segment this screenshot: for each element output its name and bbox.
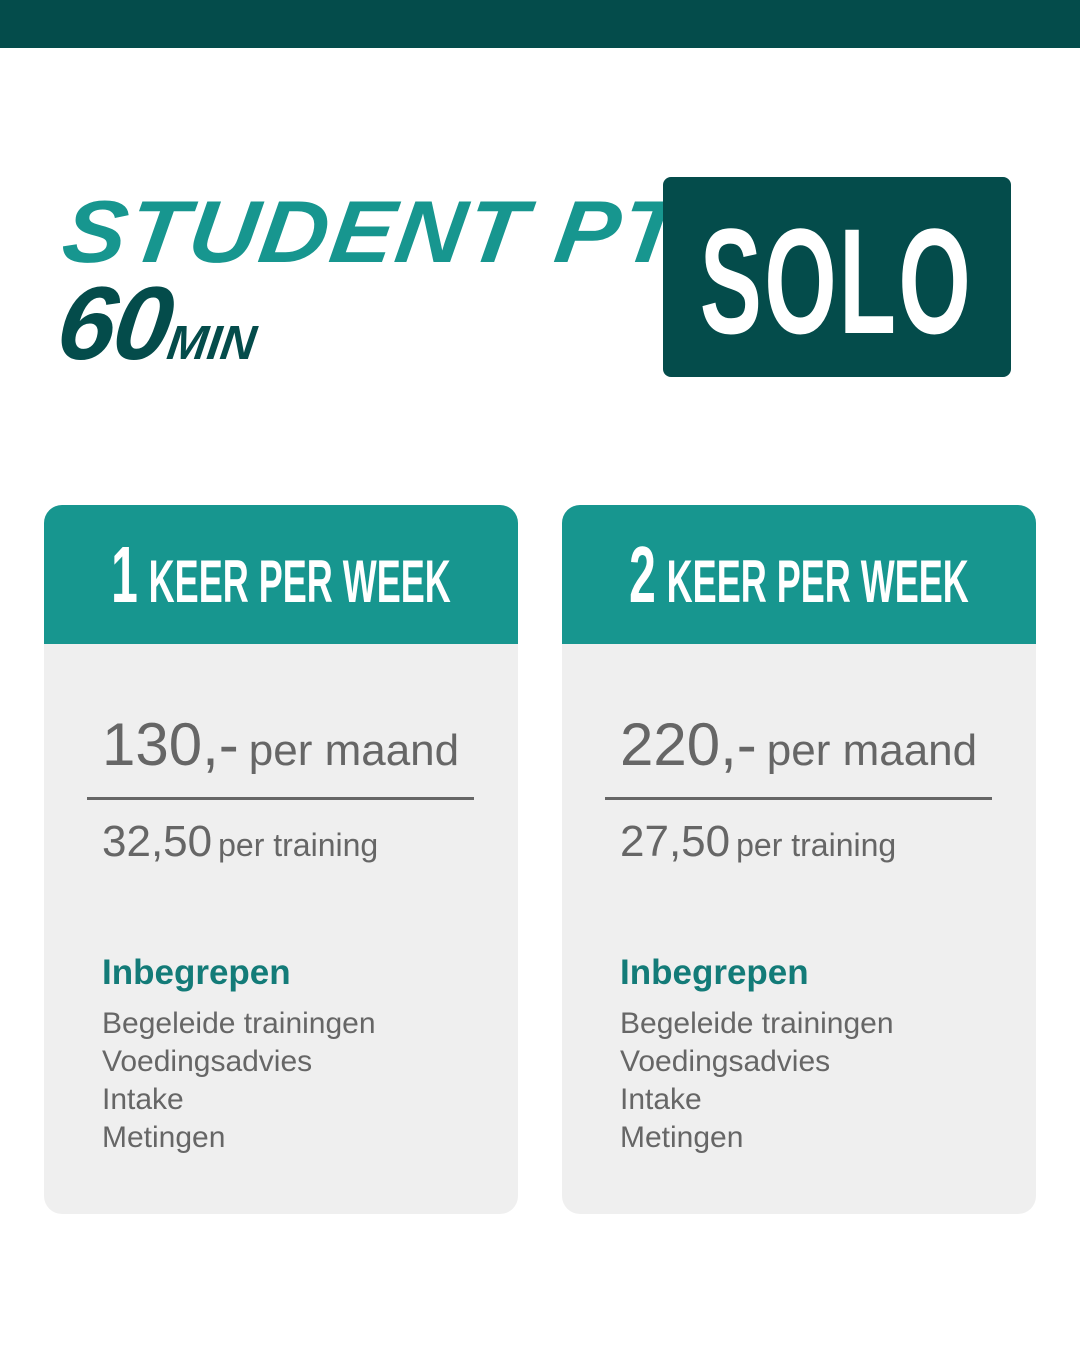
- session-price: 27,50 per training: [620, 817, 896, 867]
- solo-badge: SOLO: [663, 177, 1011, 377]
- session-price-value: 32,50: [102, 817, 213, 866]
- list-item: Metingen: [102, 1121, 226, 1154]
- list-item: Voedingsadvies: [102, 1045, 313, 1078]
- included-list: Begeleide trainingen Voedingsadvies Inta…: [102, 1005, 376, 1157]
- included-title: Inbegrepen: [620, 953, 809, 992]
- top-bar: [0, 0, 1080, 48]
- list-item: Begeleide trainingen: [620, 1007, 894, 1040]
- session-price-unit: per training: [736, 827, 897, 863]
- frequency-label: KEER PER WEEK: [148, 547, 451, 615]
- title-duration: 60MIN: [51, 266, 265, 382]
- monthly-price-value: 220,-: [620, 711, 757, 778]
- title-student-pt: STUDENT PT: [56, 182, 690, 281]
- duration-number: 60: [50, 266, 179, 382]
- monthly-price-unit: per maand: [248, 726, 460, 775]
- plan-card-header: 1 KEER PER WEEK: [44, 505, 518, 644]
- frequency-label: KEER PER WEEK: [666, 547, 969, 615]
- list-item: Metingen: [620, 1121, 744, 1154]
- included-title: Inbegrepen: [102, 953, 291, 992]
- plan-card-2: 2 KEER PER WEEK 220,- per maand 27,50 per t…: [562, 505, 1036, 1214]
- plan-card-1: 1 KEER PER WEEK 130,- per maand 32,50 per t…: [44, 505, 518, 1214]
- session-price: 32,50 per training: [102, 817, 378, 867]
- list-item: Intake: [620, 1083, 702, 1116]
- monthly-price: 130,- per maand: [102, 710, 459, 779]
- included-list: Begeleide trainingen Voedingsadvies Inta…: [620, 1005, 894, 1157]
- frequency-number: 2: [629, 529, 656, 619]
- frequency-number: 1: [111, 529, 138, 619]
- monthly-price: 220,- per maand: [620, 710, 977, 779]
- duration-unit: MIN: [163, 317, 260, 370]
- monthly-price-value: 130,-: [102, 711, 239, 778]
- divider: [87, 797, 474, 800]
- monthly-price-unit: per maand: [766, 726, 978, 775]
- list-item: Voedingsadvies: [620, 1045, 831, 1078]
- plan-card-header: 2 KEER PER WEEK: [562, 505, 1036, 644]
- divider: [605, 797, 992, 800]
- session-price-value: 27,50: [620, 817, 731, 866]
- list-item: Begeleide trainingen: [102, 1007, 376, 1040]
- solo-badge-label: SOLO: [700, 197, 974, 365]
- session-price-unit: per training: [218, 827, 379, 863]
- list-item: Intake: [102, 1083, 184, 1116]
